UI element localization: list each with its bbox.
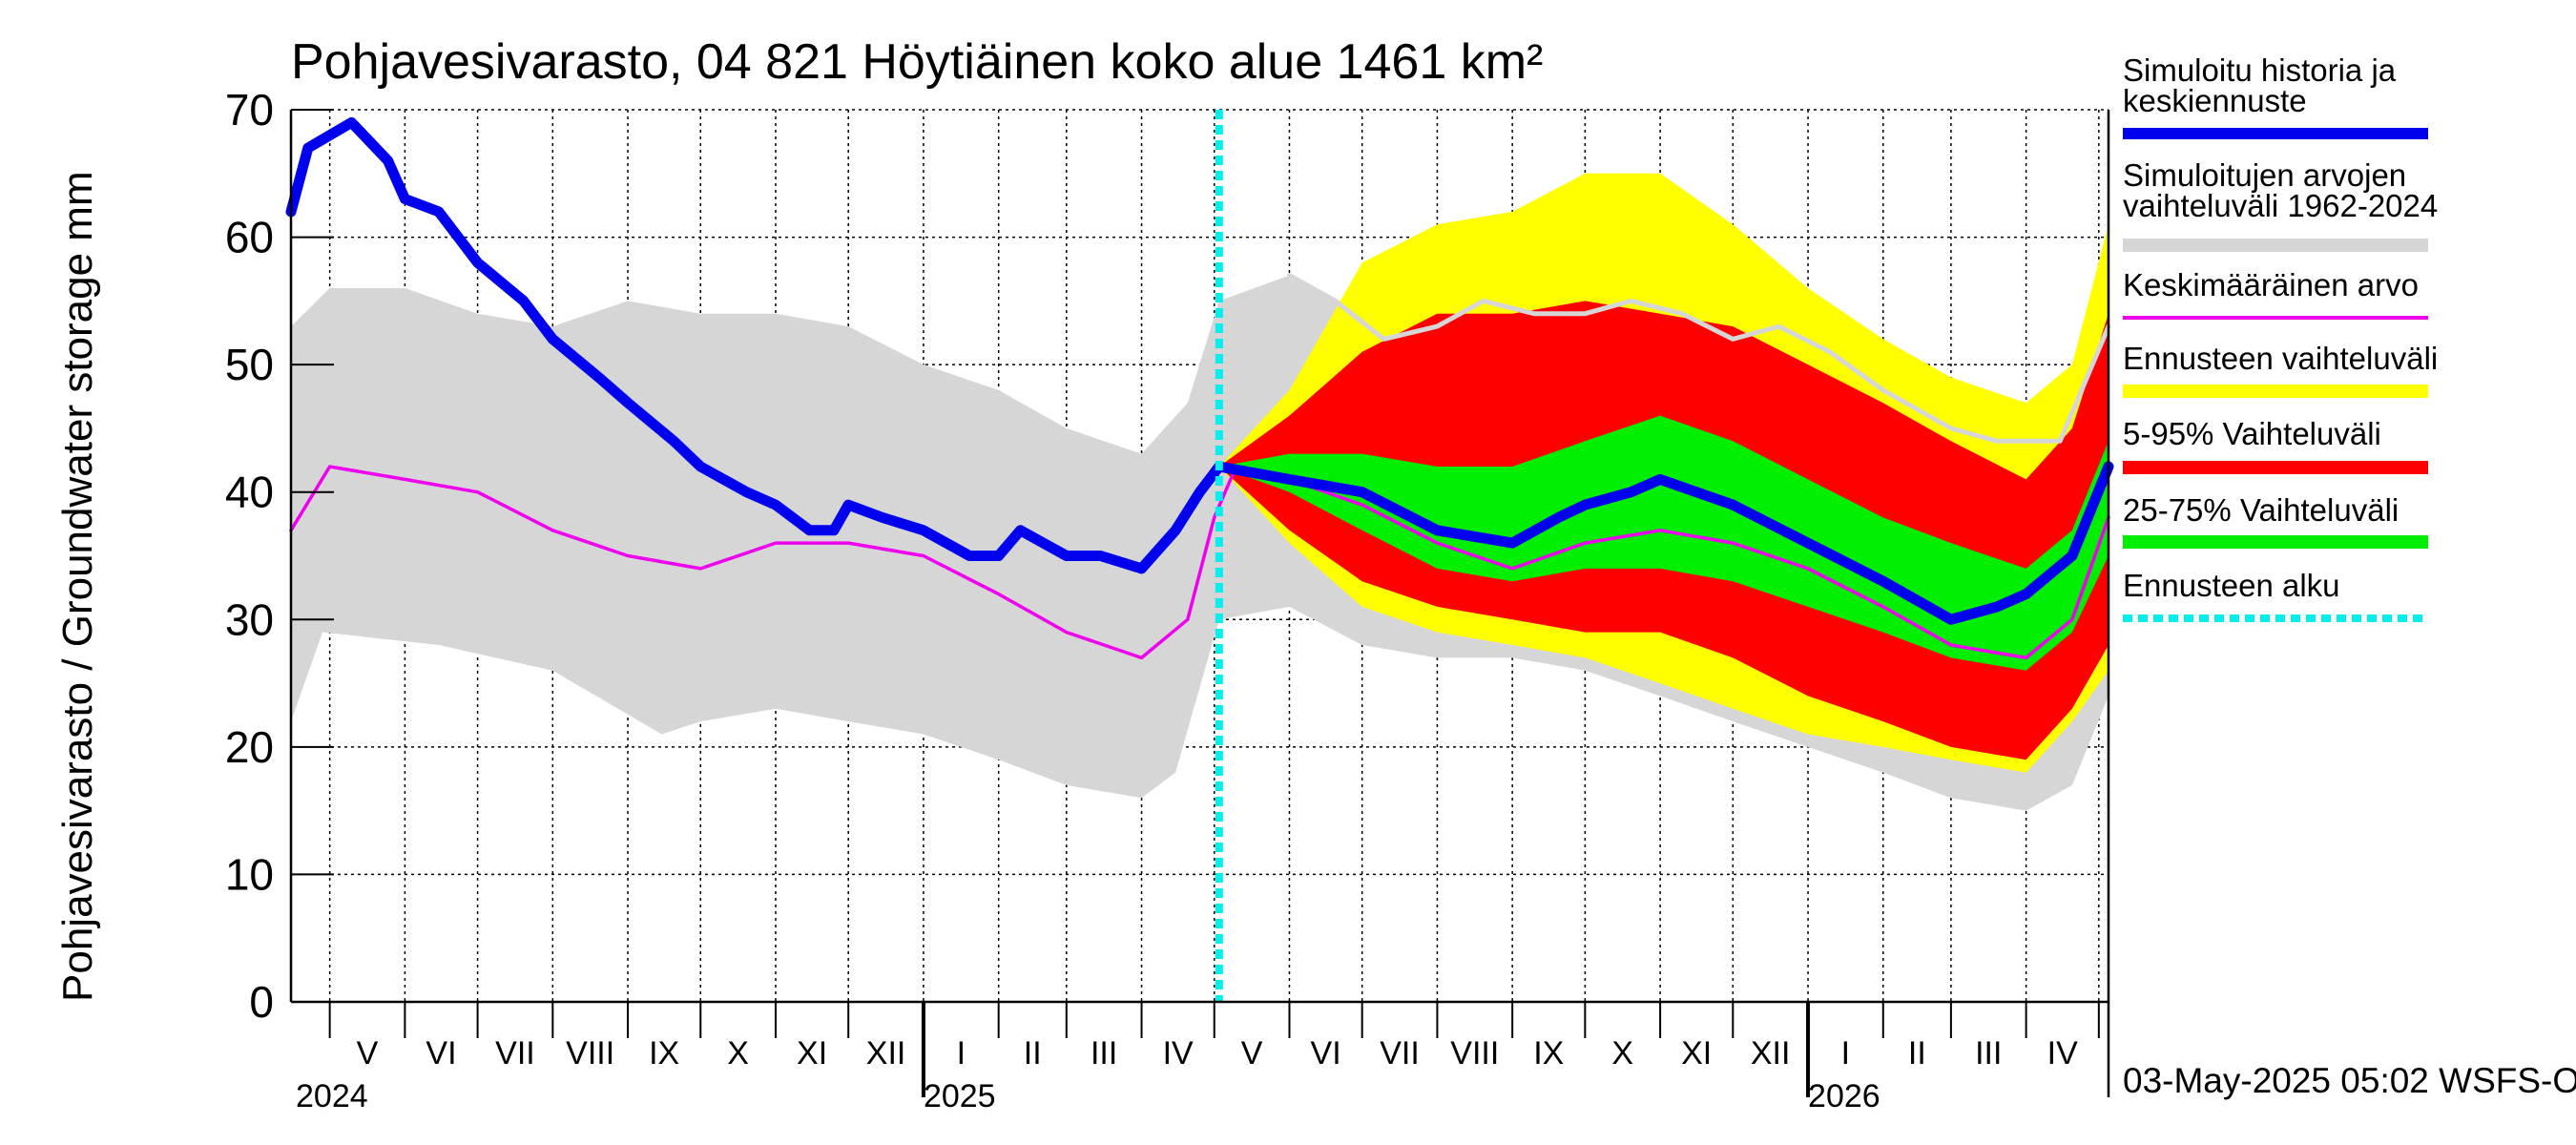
month-label: X — [1611, 1035, 1633, 1072]
y-tick-label: 20 — [225, 722, 274, 772]
y-tick-label: 60 — [225, 213, 274, 262]
legend-label: 25-75% Vaihteluväli — [2123, 492, 2399, 528]
month-label: VIII — [1450, 1035, 1499, 1072]
month-label: IV — [2047, 1035, 2078, 1072]
line-range_max_line — [1287, 273, 2111, 444]
month-label: IV — [1163, 1035, 1194, 1072]
y-tick-label: 50 — [225, 340, 274, 389]
month-label: III — [1091, 1035, 1117, 1072]
month-label: VII — [495, 1035, 535, 1072]
legend-label: Ennusteen vaihteluväli — [2123, 341, 2438, 376]
line-history — [285, 116, 2114, 625]
month-label: XI — [1681, 1035, 1712, 1072]
month-label: IX — [649, 1035, 679, 1072]
month-label: XI — [797, 1035, 827, 1072]
footer-timestamp: 03-May-2025 05:02 WSFS-O — [2123, 1061, 2576, 1100]
month-label: X — [727, 1035, 749, 1072]
month-label: V — [1241, 1035, 1263, 1072]
y-tick-label: 40 — [225, 468, 274, 517]
year-label: 2024 — [296, 1078, 368, 1114]
lines — [285, 110, 2114, 1002]
chart-title: Pohjavesivarasto, 04 821 Höytiäinen koko… — [291, 34, 1543, 90]
y-tick-label: 0 — [249, 977, 274, 1027]
legend-label: Ennusteen alku — [2123, 568, 2340, 603]
legend-label: Simuloitujen arvojen — [2123, 157, 2406, 193]
y-tick-label: 30 — [225, 594, 274, 644]
line-mean — [289, 465, 2110, 660]
month-label: XII — [866, 1035, 906, 1072]
month-label: VII — [1380, 1035, 1420, 1072]
legend-label: keskiennuste — [2123, 83, 2307, 118]
month-label: V — [357, 1035, 379, 1072]
month-label: XII — [1751, 1035, 1791, 1072]
month-label: I — [1841, 1035, 1850, 1072]
legend-label: Simuloitu historia ja — [2123, 52, 2397, 88]
month-label: IX — [1533, 1035, 1564, 1072]
month-label: II — [1024, 1035, 1042, 1072]
month-label: VIII — [566, 1035, 614, 1072]
legend-label: 5-95% Vaihteluväli — [2123, 416, 2381, 451]
month-label: VI — [1311, 1035, 1341, 1072]
month-label: II — [1908, 1035, 1926, 1072]
month-label: VI — [426, 1035, 456, 1072]
legend-label: Keskimääräinen arvo — [2123, 267, 2419, 302]
y-tick-label: 10 — [225, 849, 274, 899]
year-label: 2025 — [924, 1078, 996, 1114]
y-tick-label: 70 — [225, 85, 274, 135]
y-axis-label: Pohjavesivarasto / Groundwater storage m… — [54, 171, 101, 1002]
legend-label: vaihteluväli 1962-2024 — [2123, 188, 2438, 223]
month-label: III — [1975, 1035, 2002, 1072]
month-label: I — [957, 1035, 966, 1072]
year-label: 2026 — [1808, 1078, 1880, 1114]
